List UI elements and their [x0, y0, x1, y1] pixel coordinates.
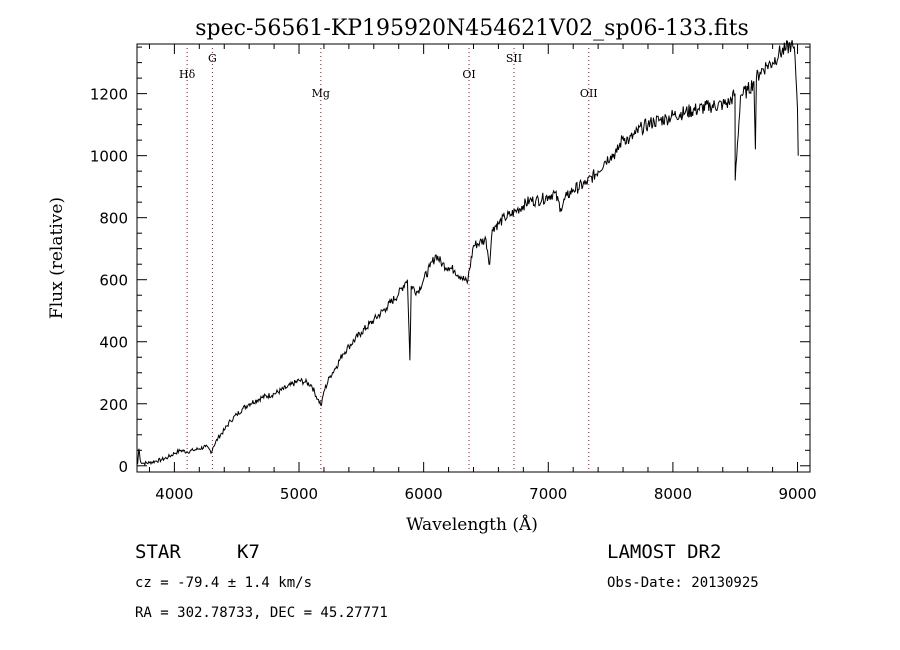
x-tick-label: 9000 — [778, 485, 816, 503]
marker-label: G — [208, 52, 217, 65]
x-tick-label: 6000 — [405, 485, 443, 503]
x-tick-label: 4000 — [155, 485, 193, 503]
y-tick-label: 200 — [99, 396, 128, 414]
y-tick-label: 1200 — [90, 86, 128, 104]
object-subclass: K7 — [237, 541, 260, 563]
y-tick-label: 400 — [99, 334, 128, 352]
redshift-text: cz = -79.4 ± 1.4 km/s — [135, 575, 313, 591]
x-tick-label: 8000 — [654, 485, 692, 503]
y-tick-label: 1000 — [90, 148, 128, 166]
line-markers: Hδ G Mg OI SII OII — [179, 48, 598, 472]
x-tick-label: 7000 — [529, 485, 567, 503]
x-axis-label: Wavelength (Å) — [406, 514, 538, 535]
y-tick-label: 600 — [99, 272, 128, 290]
coordinates: RA = 302.78733, DEC = 45.27771 — [135, 605, 388, 621]
marker-label: Hδ — [179, 68, 196, 81]
y-tick-label: 0 — [118, 458, 128, 476]
y-axis: 0 200 400 600 800 1000 1200 — [90, 46, 810, 476]
marker-label: Mg — [312, 87, 330, 100]
x-axis: 4000 5000 6000 7000 8000 9000 — [148, 44, 817, 503]
spectrum-line — [137, 40, 799, 467]
object-class: STAR — [135, 541, 181, 563]
y-tick-label: 800 — [99, 210, 128, 228]
marker-label: SII — [506, 52, 522, 65]
marker-label: OII — [580, 87, 598, 100]
y-axis-label: Flux (relative) — [47, 197, 67, 319]
survey-name: LAMOST DR2 — [607, 541, 722, 563]
chart-title: spec-56561-KP195920N454621V02_sp06-133.f… — [195, 16, 749, 41]
x-tick-label: 5000 — [280, 485, 318, 503]
obs-date: Obs-Date: 20130925 — [607, 575, 759, 591]
marker-label: OI — [462, 68, 475, 81]
